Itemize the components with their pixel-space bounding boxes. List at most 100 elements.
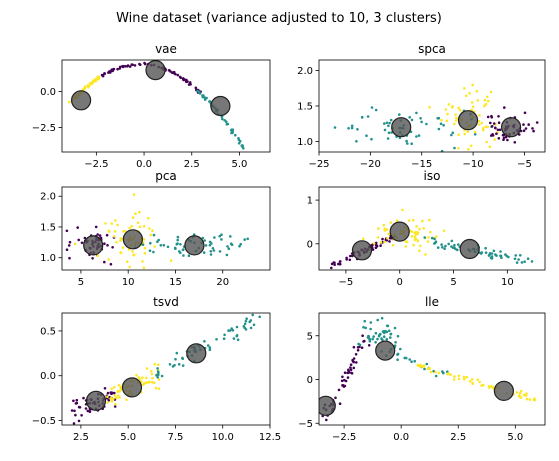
x-tick-label: 0.0: [393, 432, 409, 443]
data-point: [113, 230, 117, 233]
cluster-centroid: [122, 229, 143, 250]
data-point: [350, 124, 354, 128]
data-point: [477, 123, 481, 126]
data-point: [338, 260, 342, 263]
data-point: [489, 256, 493, 260]
data-point: [252, 165, 255, 168]
data-point: [115, 241, 118, 244]
data-point: [77, 238, 80, 242]
data-point: [139, 378, 142, 381]
data-point: [256, 172, 259, 175]
data-point: [116, 223, 119, 227]
data-point: [437, 371, 441, 375]
data-point: [483, 104, 486, 108]
data-point: [114, 402, 117, 406]
data-point: [531, 127, 534, 130]
data-point: [90, 82, 94, 86]
data-point: [425, 362, 429, 366]
data-point: [144, 376, 148, 380]
data-point: [247, 152, 250, 155]
data-point: [451, 131, 455, 135]
data-point: [157, 387, 161, 391]
data-point: [235, 325, 239, 329]
data-point: [112, 235, 116, 238]
data-point: [410, 230, 414, 233]
y-tick-label: −0.5: [32, 416, 56, 427]
data-point: [470, 101, 474, 104]
data-point: [492, 122, 496, 125]
data-point: [471, 105, 475, 109]
data-point: [249, 319, 253, 322]
data-point: [252, 164, 255, 167]
data-point: [466, 130, 470, 133]
data-point: [410, 142, 414, 145]
data-point: [379, 332, 382, 336]
data-point: [148, 249, 152, 252]
data-point: [532, 398, 536, 401]
data-point: [483, 98, 487, 102]
data-point: [470, 378, 474, 381]
data-point: [128, 65, 132, 68]
data-point: [403, 356, 407, 360]
data-point: [504, 253, 507, 256]
data-point: [405, 139, 408, 143]
data-point: [443, 247, 446, 250]
data-point: [517, 258, 520, 261]
data-point: [489, 121, 492, 125]
data-point: [406, 142, 409, 145]
data-point: [83, 85, 87, 88]
data-point: [413, 238, 417, 242]
axes-frame: [61, 186, 271, 271]
data-point: [496, 128, 500, 132]
data-point: [220, 238, 223, 241]
data-point: [201, 94, 204, 97]
data-point: [78, 406, 82, 409]
data-point: [387, 329, 391, 333]
data-point: [421, 365, 424, 368]
data-point: [103, 72, 107, 75]
x-tick-label: 10: [122, 277, 135, 288]
data-point: [391, 243, 395, 247]
data-point: [203, 340, 206, 343]
data-point: [418, 249, 421, 252]
data-point: [337, 262, 340, 266]
data-point: [457, 374, 461, 378]
data-point: [386, 237, 389, 240]
data-point: [131, 216, 135, 219]
data-point: [434, 240, 438, 243]
data-point: [128, 226, 131, 230]
data-point: [367, 344, 371, 347]
data-point: [86, 409, 90, 413]
data-point: [222, 337, 226, 341]
data-point: [410, 235, 414, 238]
data-point: [332, 261, 336, 264]
data-point: [351, 254, 354, 258]
data-point: [251, 162, 254, 165]
x-tick-label: −5: [517, 159, 532, 170]
data-point: [84, 407, 88, 410]
data-point: [220, 233, 223, 236]
data-point: [423, 236, 427, 239]
data-point: [370, 137, 373, 141]
data-point: [475, 89, 479, 93]
cluster-centroid: [83, 235, 104, 256]
data-point: [113, 394, 117, 397]
data-point: [491, 133, 494, 136]
data-point: [65, 248, 69, 251]
data-point: [107, 398, 111, 402]
subplot-title: vae: [155, 42, 177, 56]
data-point: [110, 392, 113, 396]
data-point: [145, 367, 149, 370]
data-point: [449, 373, 452, 377]
data-point: [140, 380, 143, 384]
cluster-centroid: [121, 377, 143, 398]
data-point: [80, 414, 83, 417]
data-point: [436, 117, 440, 120]
data-point: [94, 77, 97, 81]
data-point: [350, 372, 354, 375]
data-point: [374, 331, 378, 335]
data-point: [150, 380, 154, 384]
data-point: [116, 389, 120, 393]
data-point: [486, 115, 490, 119]
data-point: [225, 123, 229, 126]
